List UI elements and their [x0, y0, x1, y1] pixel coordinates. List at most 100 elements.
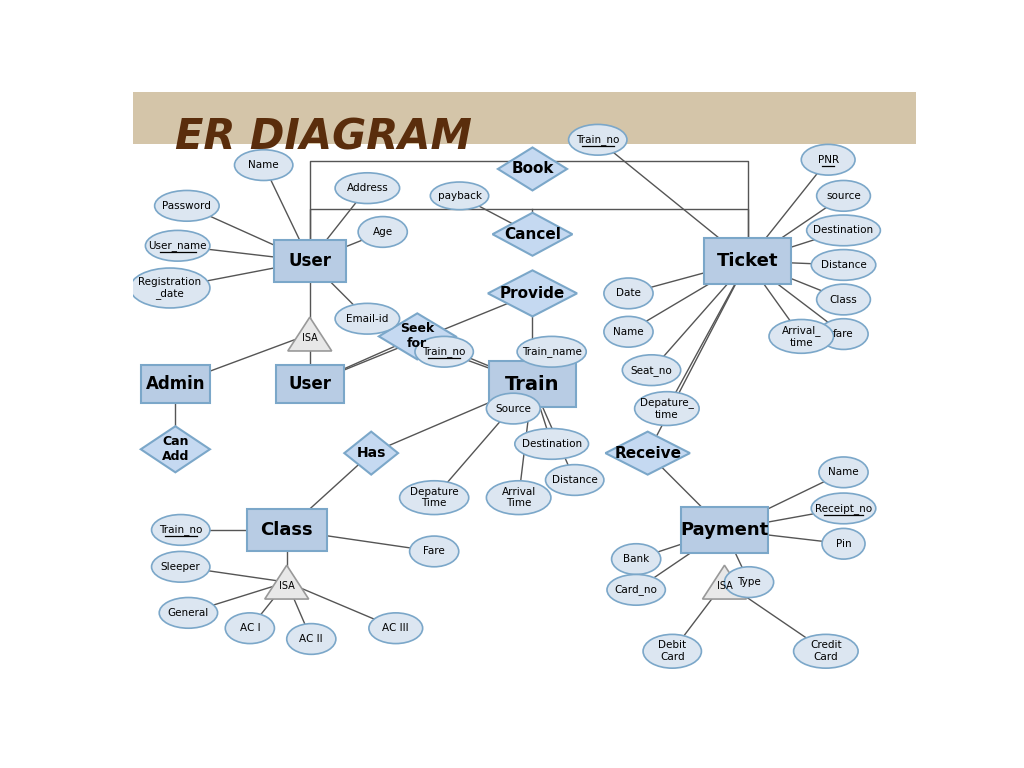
Polygon shape [605, 432, 690, 475]
Ellipse shape [130, 268, 210, 308]
Ellipse shape [611, 544, 660, 574]
Ellipse shape [817, 284, 870, 315]
FancyBboxPatch shape [488, 362, 577, 407]
Text: Seek
for: Seek for [400, 323, 434, 350]
Ellipse shape [486, 481, 551, 515]
Text: Distance: Distance [820, 260, 866, 270]
Text: Class: Class [260, 521, 313, 539]
Ellipse shape [234, 150, 293, 180]
Text: Type: Type [737, 577, 761, 588]
Text: Class: Class [829, 294, 857, 305]
Text: Registration
_date: Registration _date [138, 276, 202, 300]
Polygon shape [265, 565, 308, 599]
Text: Seat_no: Seat_no [631, 365, 673, 376]
Polygon shape [488, 270, 578, 316]
Polygon shape [344, 432, 398, 475]
Ellipse shape [604, 278, 653, 309]
Text: Ticket: Ticket [717, 252, 778, 270]
Ellipse shape [335, 173, 399, 204]
Ellipse shape [155, 190, 219, 221]
Text: AC I: AC I [240, 623, 260, 634]
FancyBboxPatch shape [247, 509, 327, 551]
Text: Bank: Bank [623, 554, 649, 564]
Text: Provide: Provide [500, 286, 565, 301]
Text: User_name: User_name [148, 240, 207, 251]
Ellipse shape [725, 567, 774, 598]
Ellipse shape [225, 613, 274, 644]
Text: Book: Book [511, 161, 554, 177]
Polygon shape [498, 147, 567, 190]
Ellipse shape [415, 336, 473, 367]
Text: Arrival
Time: Arrival Time [502, 487, 536, 508]
Text: Receive: Receive [614, 445, 681, 461]
Polygon shape [288, 317, 332, 351]
Polygon shape [379, 313, 456, 359]
Text: Password: Password [163, 200, 211, 211]
Ellipse shape [152, 515, 210, 545]
Ellipse shape [358, 217, 408, 247]
Ellipse shape [807, 215, 881, 246]
Text: Pin: Pin [836, 538, 851, 549]
Ellipse shape [145, 230, 210, 261]
Text: General: General [168, 607, 209, 618]
Text: Name: Name [249, 160, 279, 170]
Text: PNR: PNR [817, 154, 839, 165]
Ellipse shape [430, 182, 488, 210]
Ellipse shape [517, 336, 586, 367]
Ellipse shape [811, 250, 876, 280]
Text: Age: Age [373, 227, 393, 237]
Ellipse shape [410, 536, 459, 567]
Text: Has: Has [356, 446, 386, 460]
FancyBboxPatch shape [703, 239, 792, 284]
Ellipse shape [369, 613, 423, 644]
Ellipse shape [822, 528, 865, 559]
Text: Destination: Destination [813, 225, 873, 236]
Ellipse shape [819, 457, 868, 488]
Text: AC II: AC II [299, 634, 324, 644]
Polygon shape [702, 565, 746, 599]
Text: Arrival_
time: Arrival_ time [781, 325, 821, 348]
Text: Can
Add: Can Add [162, 435, 189, 463]
Ellipse shape [607, 574, 666, 605]
Polygon shape [141, 426, 210, 472]
Text: Depature
Time: Depature Time [410, 487, 459, 508]
Text: Distance: Distance [552, 475, 598, 485]
Ellipse shape [794, 634, 858, 668]
Ellipse shape [802, 144, 855, 175]
Ellipse shape [515, 429, 589, 459]
Text: Train_no: Train_no [159, 525, 203, 535]
Ellipse shape [568, 124, 627, 155]
Ellipse shape [811, 493, 876, 524]
Text: User: User [289, 252, 331, 270]
Ellipse shape [160, 598, 218, 628]
Text: Train_no: Train_no [423, 346, 466, 357]
Ellipse shape [623, 355, 681, 386]
Ellipse shape [643, 634, 701, 668]
Ellipse shape [486, 393, 541, 424]
FancyBboxPatch shape [275, 366, 344, 403]
Ellipse shape [769, 319, 834, 353]
Text: AC III: AC III [382, 623, 410, 634]
Text: ISA: ISA [279, 581, 295, 591]
Ellipse shape [819, 319, 868, 349]
Ellipse shape [399, 481, 469, 515]
Text: Train_name: Train_name [522, 346, 582, 357]
FancyBboxPatch shape [141, 366, 210, 403]
Text: Payment: Payment [680, 521, 769, 539]
Text: source: source [826, 190, 861, 201]
Text: Train_no: Train_no [577, 134, 620, 145]
Text: Name: Name [828, 467, 859, 478]
Text: Card_no: Card_no [614, 584, 657, 595]
Ellipse shape [546, 465, 604, 495]
FancyBboxPatch shape [273, 240, 346, 282]
Text: Fare: Fare [423, 546, 445, 557]
Text: Debit
Card: Debit Card [658, 641, 686, 662]
Polygon shape [493, 213, 572, 256]
Ellipse shape [817, 180, 870, 211]
Ellipse shape [635, 392, 699, 425]
Ellipse shape [152, 551, 210, 582]
Text: Receipt_no: Receipt_no [815, 503, 872, 514]
Text: Admin: Admin [145, 375, 205, 393]
Text: Date: Date [616, 288, 641, 299]
Bar [133, 84, 916, 144]
